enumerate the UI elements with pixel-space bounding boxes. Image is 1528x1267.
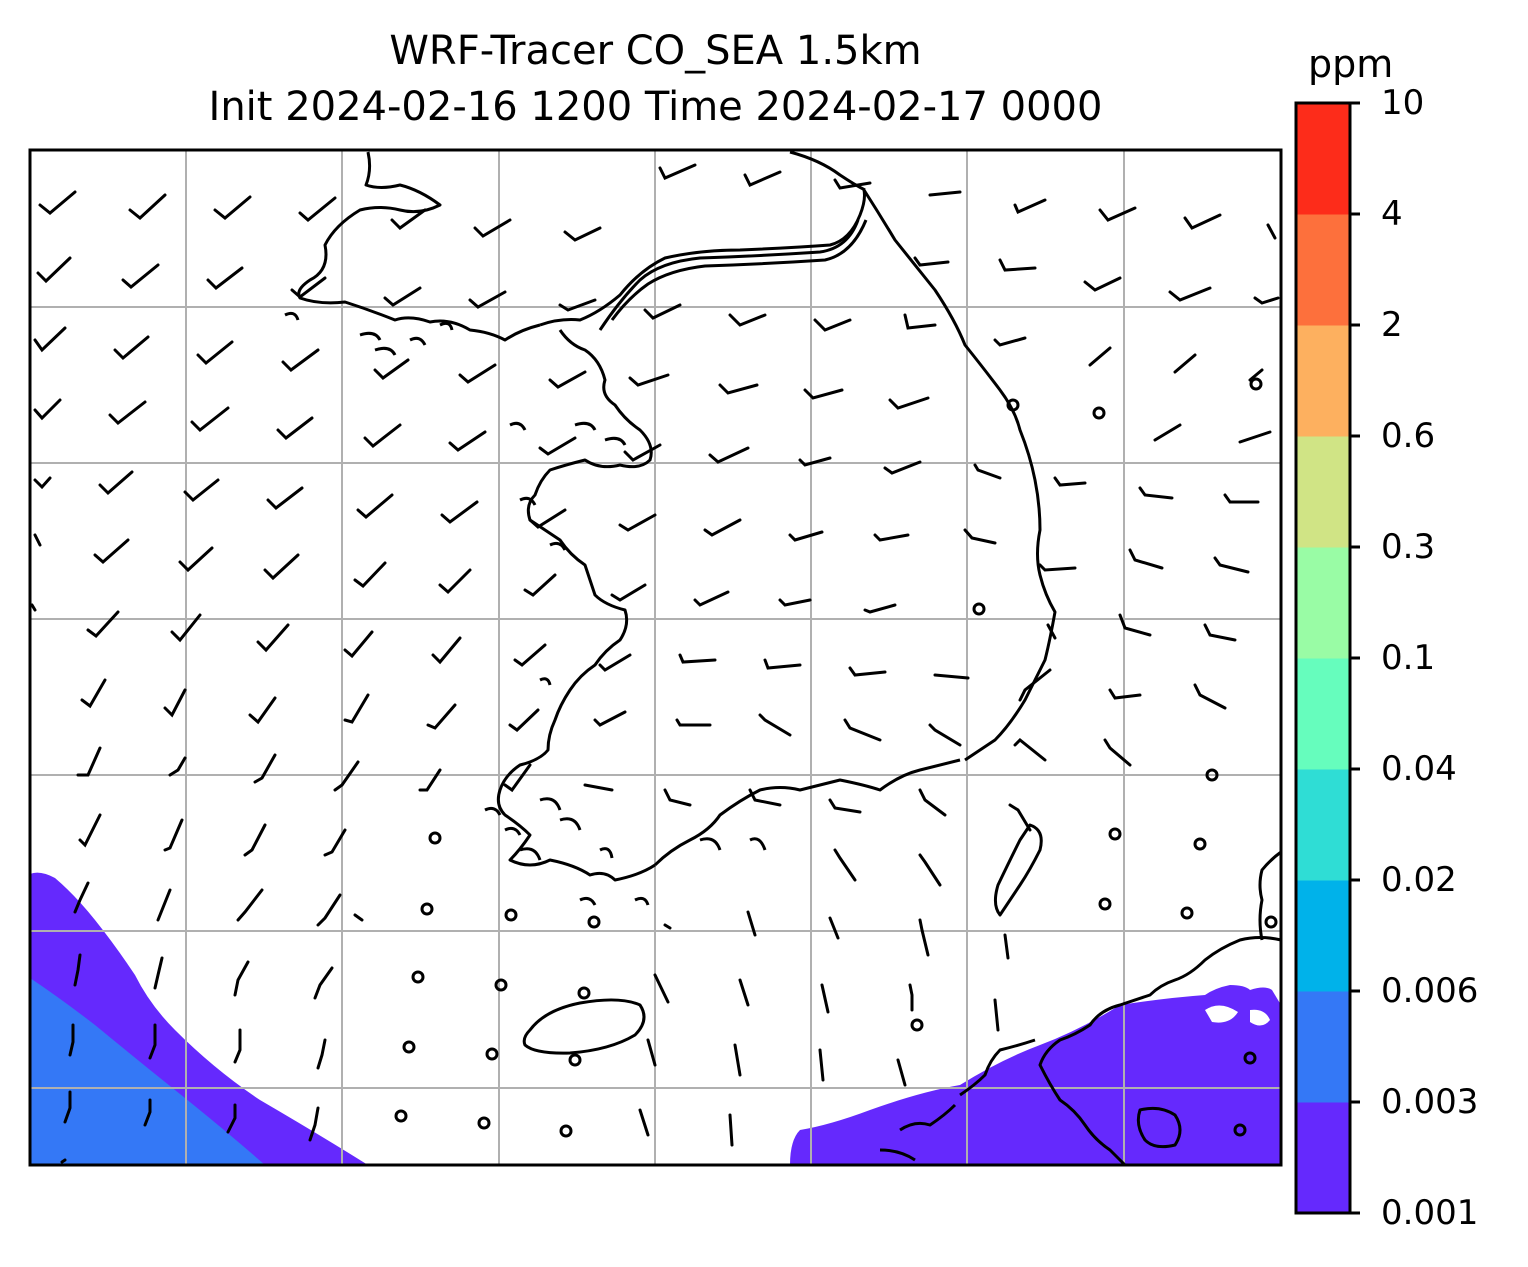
border-north-2 — [610, 219, 868, 321]
colorbar-segment — [1296, 658, 1350, 770]
graticule — [30, 150, 1281, 1165]
coastline-japan-kyushu — [1038, 936, 1282, 1167]
colorbar-tick-label: 2 — [1381, 305, 1403, 345]
colorbar-segment — [1296, 547, 1350, 659]
colorbar-unit-label: ppm — [1308, 42, 1394, 86]
islands-southwest-korea — [484, 797, 767, 906]
colorbar-segment — [1296, 436, 1350, 548]
colorbar-segment — [1296, 991, 1350, 1103]
island-cluster-japan — [1136, 1106, 1182, 1149]
wind-barbs — [30, 163, 1280, 1164]
colorbar-tick-label: 4 — [1381, 194, 1403, 234]
chart-title-line-2: Init 2024-02-16 1200 Time 2024-02-17 000… — [208, 84, 1103, 130]
tracer-gap-1 — [1205, 1005, 1238, 1023]
colorbar-tick-label: 0.04 — [1381, 749, 1457, 789]
colorbar-segment — [1296, 214, 1350, 326]
colorbar-tick-label: 0.006 — [1381, 971, 1479, 1011]
border-north-1 — [598, 219, 860, 331]
tracer-plume-southeast — [790, 985, 1281, 1165]
coastline-korea-south — [653, 758, 961, 867]
colorbar-tick-label: 0.001 — [1381, 1193, 1479, 1233]
tracer-gap-2 — [1250, 1009, 1270, 1026]
coastline-japan-honshu-west — [1258, 850, 1282, 941]
coastline-kyushu-inner — [879, 1038, 1036, 1162]
colorbar-tick-label: 0.6 — [1381, 416, 1436, 456]
colorbar-segment — [1296, 769, 1350, 881]
islands-west-korea — [509, 421, 627, 686]
colorbar-segment — [1296, 103, 1350, 215]
calm-markers — [394, 377, 1278, 1138]
island-tsushima — [993, 823, 1043, 917]
coastline-korea-east — [862, 189, 1057, 762]
chart-title-line-1: WRF-Tracer CO_SEA 1.5km — [389, 28, 922, 74]
island-jeju — [522, 998, 646, 1055]
colorbar — [1294, 101, 1360, 1215]
map-frame — [28, 148, 1283, 1167]
colorbar-segment — [1296, 325, 1350, 437]
coastline-korea-peninsula-top — [789, 150, 866, 192]
coastlines — [284, 150, 1282, 1167]
colorbar-tick-label: 0.3 — [1381, 527, 1436, 567]
colorbar-tick-label: 10 — [1381, 83, 1425, 123]
colorbar-tick-label: 0.02 — [1381, 860, 1457, 900]
colorbar-segment — [1296, 1102, 1350, 1214]
tracer-plume-southwest-inner — [30, 978, 265, 1165]
colorbar-tick-label: 0.1 — [1381, 638, 1436, 678]
colorbar-segment — [1296, 880, 1350, 992]
colorbar-tick-label: 0.003 — [1381, 1082, 1479, 1122]
islands-north-korea-west — [284, 311, 454, 356]
coastline-china-north — [297, 151, 541, 342]
